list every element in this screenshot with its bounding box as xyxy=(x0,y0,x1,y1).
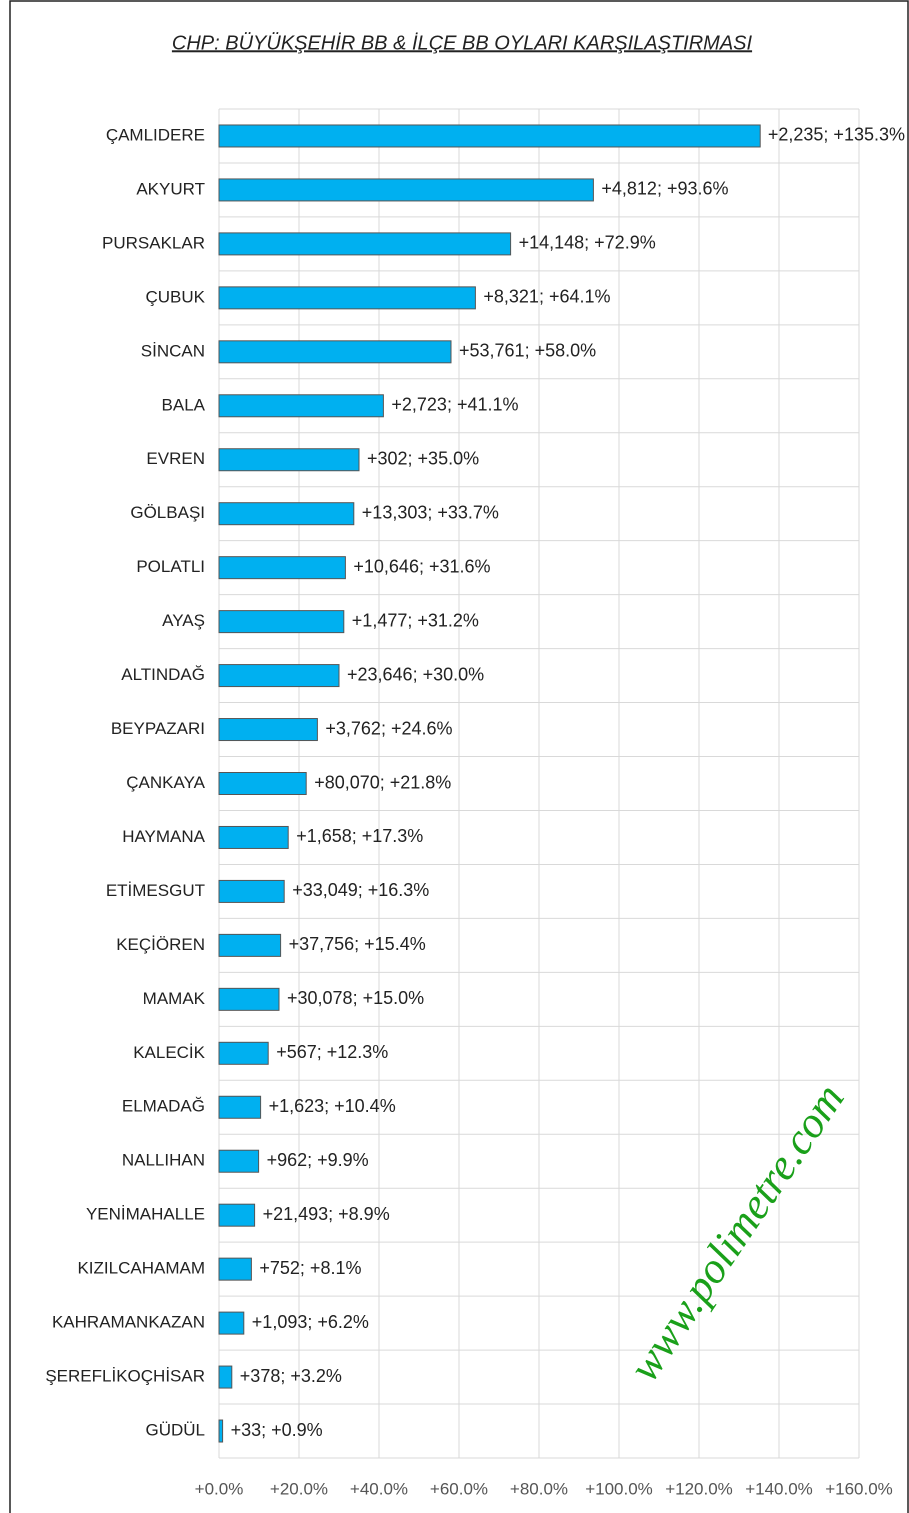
data-label: +2,723; +41.1% xyxy=(391,395,518,415)
y-tick-label: ALTINDAĞ xyxy=(121,665,205,684)
x-tick-label: +120.0% xyxy=(665,1479,733,1498)
data-label: +14,148; +72.9% xyxy=(519,233,656,253)
bar xyxy=(218,718,318,742)
data-label: +80,070; +21.8% xyxy=(314,772,451,792)
y-tick-label: GÖLBAŞI xyxy=(130,503,205,522)
y-tick-label: ÇANKAYA xyxy=(126,773,205,792)
bar xyxy=(218,232,512,256)
bar xyxy=(218,394,384,418)
data-label: +33,049; +16.3% xyxy=(292,880,429,900)
data-label: +962; +9.9% xyxy=(267,1150,369,1170)
bar xyxy=(218,340,452,364)
data-label: +302; +35.0% xyxy=(367,448,479,468)
bar xyxy=(218,987,280,1011)
y-tick-label: ELMADAĞ xyxy=(122,1097,205,1116)
data-label: +3,762; +24.6% xyxy=(325,718,452,738)
data-label: +13,303; +33.7% xyxy=(362,502,499,522)
frame xyxy=(9,0,909,1513)
data-label: +8,321; +64.1% xyxy=(483,287,610,307)
data-label: +21,493; +8.9% xyxy=(263,1204,390,1224)
chart-title: CHP: BÜYÜKŞEHİR BB & İLÇE BB OYLARI KARŞ… xyxy=(172,32,753,54)
y-tick-label: ETİMESGUT xyxy=(106,881,205,900)
x-tick-label: +100.0% xyxy=(585,1479,653,1498)
y-tick-label: SİNCAN xyxy=(141,341,205,360)
y-tick-label: GÜDÜL xyxy=(145,1421,205,1440)
x-tick-label: +160.0% xyxy=(825,1479,893,1498)
data-label: +23,646; +30.0% xyxy=(347,664,484,684)
data-label: +30,078; +15.0% xyxy=(287,988,424,1008)
data-label: +752; +8.1% xyxy=(259,1258,361,1278)
bar xyxy=(218,502,355,526)
data-label: +378; +3.2% xyxy=(240,1366,342,1386)
bar xyxy=(218,1041,269,1065)
bar xyxy=(218,664,340,688)
bar xyxy=(218,772,307,795)
data-label: +1,477; +31.2% xyxy=(352,610,479,630)
bar xyxy=(218,1419,224,1443)
data-label: +567; +12.3% xyxy=(276,1042,388,1062)
data-label: +37,756; +15.4% xyxy=(289,934,426,954)
bar xyxy=(218,1203,256,1227)
bar xyxy=(218,1365,233,1389)
y-tick-label: PURSAKLAR xyxy=(102,233,205,252)
data-label: +1,658; +17.3% xyxy=(296,826,423,846)
watermark: www.polimetre.com xyxy=(619,1075,854,1390)
bar xyxy=(218,448,360,472)
y-tick-label: MAMAK xyxy=(143,989,206,1008)
y-tick-label: KAHRAMANKAZAN xyxy=(52,1313,205,1332)
y-tick-label: NALLIHAN xyxy=(122,1151,205,1170)
y-tick-label: ÇUBUK xyxy=(145,287,205,306)
y-tick-label: KALECİK xyxy=(133,1043,205,1062)
bar xyxy=(218,610,345,634)
y-tick-label: AYAŞ xyxy=(162,611,205,630)
data-label: +1,623; +10.4% xyxy=(269,1096,396,1116)
data-label: +2,235; +135.3% xyxy=(768,125,905,145)
y-tick-label: EVREN xyxy=(146,449,205,468)
x-tick-label: +80.0% xyxy=(510,1479,568,1498)
y-tick-label: BEYPAZARI xyxy=(111,719,205,738)
bar xyxy=(218,124,761,148)
bar xyxy=(218,1257,252,1281)
data-label: +33; +0.9% xyxy=(231,1420,323,1440)
x-tick-label: +60.0% xyxy=(430,1479,488,1498)
x-tick-label: +0.0% xyxy=(195,1479,244,1498)
x-tick-label: +40.0% xyxy=(350,1479,408,1498)
bar xyxy=(218,178,594,202)
bar xyxy=(218,286,476,310)
data-label: +10,646; +31.6% xyxy=(353,556,490,576)
y-tick-label: KEÇİÖREN xyxy=(116,935,205,954)
bar xyxy=(218,933,282,957)
y-tick-label: AKYURT xyxy=(136,179,205,198)
bar xyxy=(218,1149,260,1173)
data-label: +53,761; +58.0% xyxy=(459,341,596,361)
bar xyxy=(218,556,346,580)
bar xyxy=(218,825,289,849)
y-tick-label: POLATLI xyxy=(136,557,205,576)
x-tick-label: +20.0% xyxy=(270,1479,328,1498)
y-tick-label: ŞEREFLİKOÇHİSAR xyxy=(45,1367,205,1386)
y-tick-label: ÇAMLIDERE xyxy=(106,125,205,144)
y-tick-label: YENİMAHALLE xyxy=(86,1205,205,1224)
y-tick-label: KIZILCAHAMAM xyxy=(77,1259,205,1278)
data-label: +1,093; +6.2% xyxy=(252,1312,369,1332)
bar xyxy=(218,879,285,903)
y-tick-label: HAYMANA xyxy=(122,827,205,846)
bar xyxy=(218,1095,262,1119)
x-tick-label: +140.0% xyxy=(745,1479,813,1498)
y-tick-label: BALA xyxy=(162,395,206,414)
bar xyxy=(218,1311,245,1335)
data-label: +4,812; +93.6% xyxy=(601,179,728,199)
